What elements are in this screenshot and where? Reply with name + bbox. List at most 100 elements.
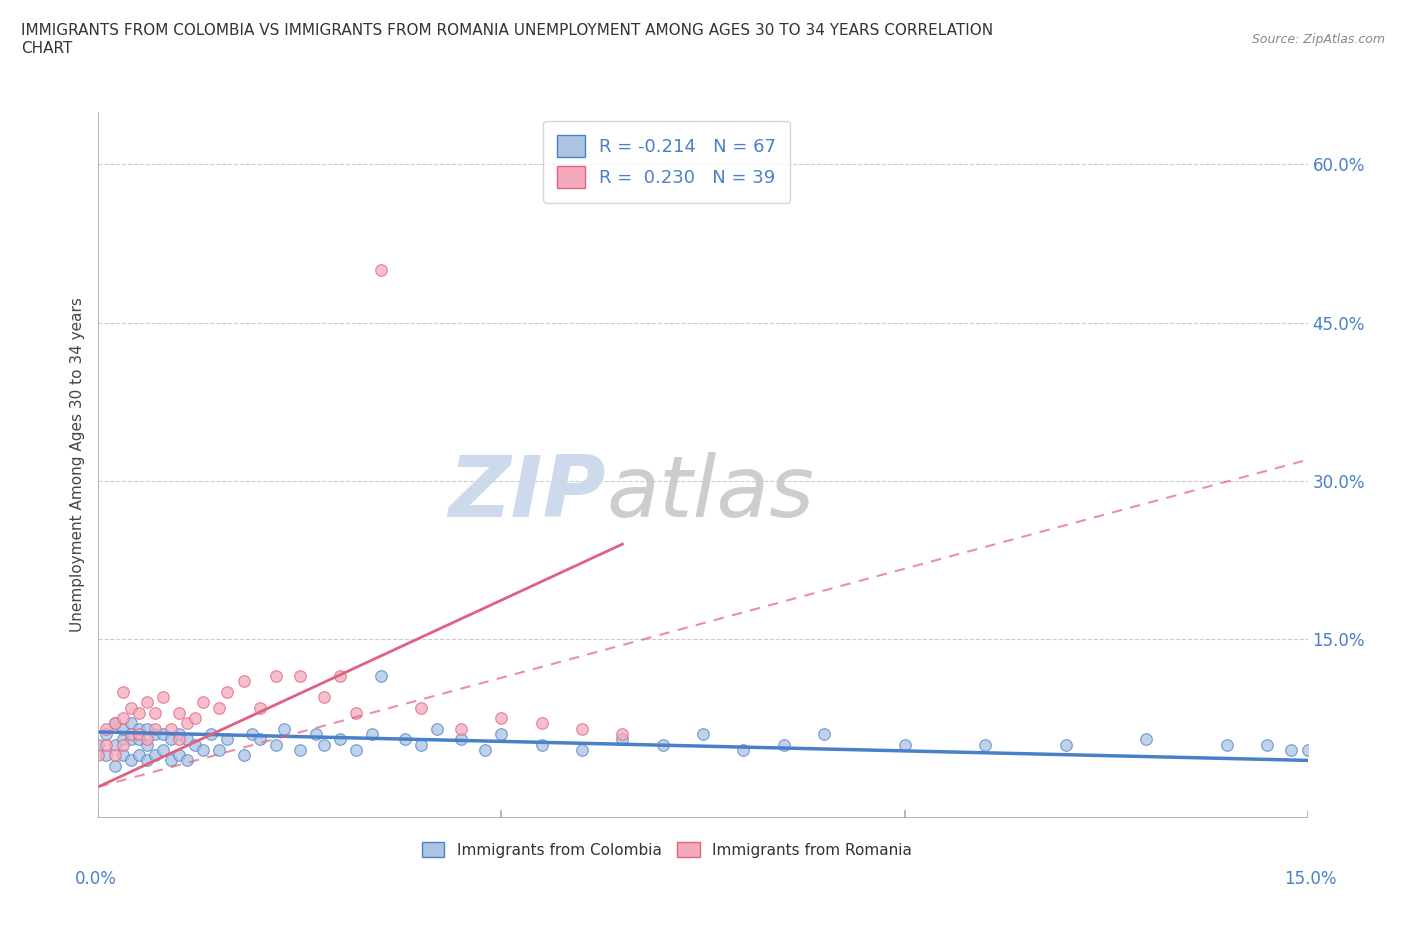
Point xyxy=(409,700,432,715)
Point xyxy=(1054,737,1077,752)
Point xyxy=(111,722,134,737)
Point xyxy=(426,722,449,737)
Point xyxy=(143,726,166,741)
Point xyxy=(612,726,634,741)
Point xyxy=(128,732,150,747)
Point xyxy=(530,737,553,752)
Point xyxy=(200,726,222,741)
Point xyxy=(240,726,263,741)
Point xyxy=(87,748,110,763)
Point xyxy=(329,732,352,747)
Point xyxy=(103,737,125,752)
Point xyxy=(143,748,166,763)
Point xyxy=(208,700,231,715)
Point xyxy=(651,737,673,752)
Point xyxy=(111,748,134,763)
Point xyxy=(87,737,110,752)
Text: IMMIGRANTS FROM COLOMBIA VS IMMIGRANTS FROM ROMANIA UNEMPLOYMENT AMONG AGES 30 T: IMMIGRANTS FROM COLOMBIA VS IMMIGRANTS F… xyxy=(21,23,993,56)
Point xyxy=(135,722,157,737)
Point xyxy=(232,674,254,689)
Point xyxy=(612,732,634,747)
Point xyxy=(491,726,513,741)
Point xyxy=(571,742,593,757)
Point xyxy=(160,732,183,747)
Point xyxy=(1256,737,1278,752)
Point xyxy=(288,669,311,684)
Point xyxy=(692,726,714,741)
Point xyxy=(111,711,134,725)
Point xyxy=(176,732,198,747)
Point xyxy=(96,748,118,763)
Point xyxy=(176,716,198,731)
Point xyxy=(135,732,157,747)
Text: atlas: atlas xyxy=(606,452,814,535)
Point xyxy=(813,726,835,741)
Point xyxy=(120,716,142,731)
Point xyxy=(152,726,174,741)
Point xyxy=(128,706,150,721)
Point xyxy=(152,742,174,757)
Point xyxy=(329,669,352,684)
Point xyxy=(1296,742,1319,757)
Point xyxy=(232,748,254,763)
Point xyxy=(193,695,215,710)
Point xyxy=(103,716,125,731)
Point xyxy=(193,742,215,757)
Point xyxy=(96,726,118,741)
Point xyxy=(314,690,336,705)
Point xyxy=(361,726,384,741)
Point xyxy=(120,726,142,741)
Point xyxy=(530,716,553,731)
Point xyxy=(135,737,157,752)
Point xyxy=(344,706,367,721)
Point xyxy=(264,669,287,684)
Point xyxy=(152,690,174,705)
Point xyxy=(128,748,150,763)
Point xyxy=(1135,732,1157,747)
Point xyxy=(96,722,118,737)
Point xyxy=(128,726,150,741)
Point xyxy=(288,742,311,757)
Point xyxy=(249,732,271,747)
Text: ZIP: ZIP xyxy=(449,452,606,535)
Point xyxy=(111,684,134,699)
Point xyxy=(273,722,295,737)
Point xyxy=(111,737,134,752)
Point xyxy=(167,726,190,741)
Text: 15.0%: 15.0% xyxy=(1284,870,1337,888)
Point xyxy=(370,669,392,684)
Point xyxy=(160,722,183,737)
Point xyxy=(103,716,125,731)
Point xyxy=(167,732,190,747)
Point xyxy=(135,753,157,768)
Point xyxy=(1281,742,1303,757)
Point xyxy=(103,758,125,773)
Point xyxy=(974,737,997,752)
Point xyxy=(305,726,328,741)
Point xyxy=(344,742,367,757)
Point xyxy=(167,706,190,721)
Point xyxy=(893,737,915,752)
Point xyxy=(217,684,239,699)
Point xyxy=(160,753,183,768)
Point xyxy=(491,711,513,725)
Point xyxy=(370,262,392,277)
Point xyxy=(450,732,472,747)
Point xyxy=(474,742,496,757)
Point xyxy=(103,748,125,763)
Point xyxy=(135,695,157,710)
Point xyxy=(111,732,134,747)
Text: 0.0%: 0.0% xyxy=(75,870,117,888)
Point xyxy=(571,722,593,737)
Point xyxy=(450,722,472,737)
Point xyxy=(120,732,142,747)
Point xyxy=(249,700,271,715)
Y-axis label: Unemployment Among Ages 30 to 34 years: Unemployment Among Ages 30 to 34 years xyxy=(69,298,84,632)
Point xyxy=(143,706,166,721)
Point xyxy=(120,700,142,715)
Point xyxy=(120,753,142,768)
Point xyxy=(733,742,755,757)
Point xyxy=(184,737,207,752)
Point xyxy=(314,737,336,752)
Point xyxy=(143,722,166,737)
